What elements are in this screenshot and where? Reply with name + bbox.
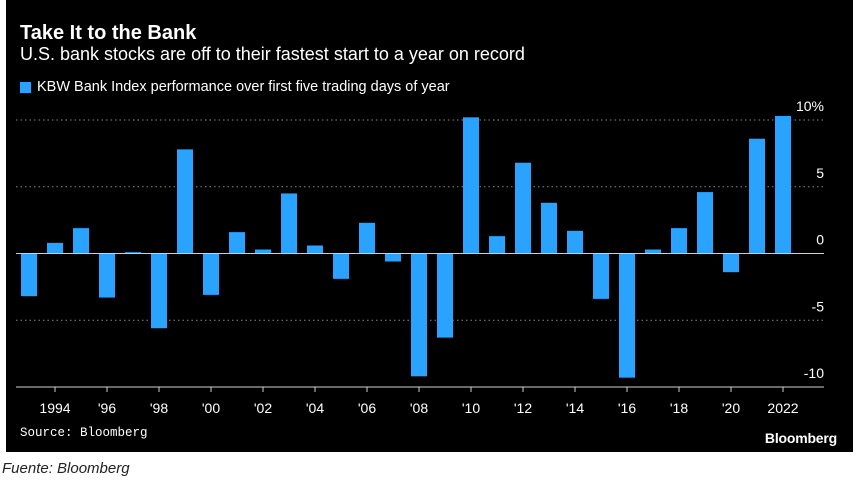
x-tick-label: '04 (306, 400, 324, 416)
y-tick-label: 10% (796, 98, 824, 114)
bar (411, 253, 427, 377)
x-tick-label: '14 (566, 400, 584, 416)
bar (203, 253, 219, 295)
bar-chart-plot: 10% 5 0 -5 -10 1994 '96 '98 '00 '02 '04 '06 '08 '10 '1… (16, 98, 825, 416)
bar (333, 253, 349, 279)
bar (723, 253, 739, 273)
x-tick-label: '16 (618, 400, 636, 416)
source-note: Source: Bloomberg (20, 426, 148, 440)
bar (47, 242, 63, 254)
bar (99, 253, 115, 298)
bar (515, 162, 531, 254)
bar (359, 222, 375, 254)
bar (567, 230, 583, 254)
bar (151, 253, 167, 329)
bar (255, 249, 271, 254)
x-tick-label: '12 (514, 400, 532, 416)
bar (541, 202, 557, 254)
x-tick-label: 2022 (767, 400, 798, 416)
bar (463, 117, 479, 254)
x-tick-label: '98 (150, 400, 168, 416)
bar (489, 236, 505, 254)
y-tick-label: 0 (816, 232, 824, 248)
bar (749, 138, 765, 254)
x-tick-label: '06 (358, 400, 376, 416)
x-tick-label: '20 (722, 400, 740, 416)
bar (437, 253, 453, 338)
bar (671, 228, 687, 254)
bar (645, 249, 661, 254)
x-tick-label: '10 (462, 400, 480, 416)
bar (775, 115, 791, 254)
bar (125, 252, 141, 254)
y-tick-label: -5 (812, 298, 825, 314)
chart-title: Take It to the Bank (20, 22, 197, 44)
bar (385, 253, 401, 262)
figure-caption: Fuente: Bloomberg (2, 460, 130, 477)
x-tick-label: '08 (410, 400, 428, 416)
x-tick-label: '18 (670, 400, 688, 416)
y-tick-label: 5 (816, 165, 824, 181)
bloomberg-logo: Bloomberg (764, 430, 837, 446)
chart-subtitle: U.S. bank stocks are off to their fastes… (20, 44, 525, 64)
bar (619, 253, 635, 378)
x-tick-label: '00 (202, 400, 220, 416)
bar (229, 232, 245, 254)
bar (73, 228, 89, 254)
chart-legend: KBW Bank Index performance over first fi… (20, 79, 450, 95)
bar (281, 193, 297, 254)
legend-label: KBW Bank Index performance over first fi… (37, 79, 450, 95)
bar (593, 253, 609, 299)
bar (177, 149, 193, 254)
bar (307, 245, 323, 254)
legend-swatch (20, 81, 31, 93)
chart-panel: Take It to the Bank U.S. bank stocks are… (6, 0, 853, 452)
y-tick-label: -10 (804, 365, 824, 381)
bar (21, 253, 37, 297)
bar (697, 192, 713, 254)
x-tick-label: 1994 (39, 400, 70, 416)
x-tick-label: '02 (254, 400, 272, 416)
x-tick-label: '96 (98, 400, 116, 416)
